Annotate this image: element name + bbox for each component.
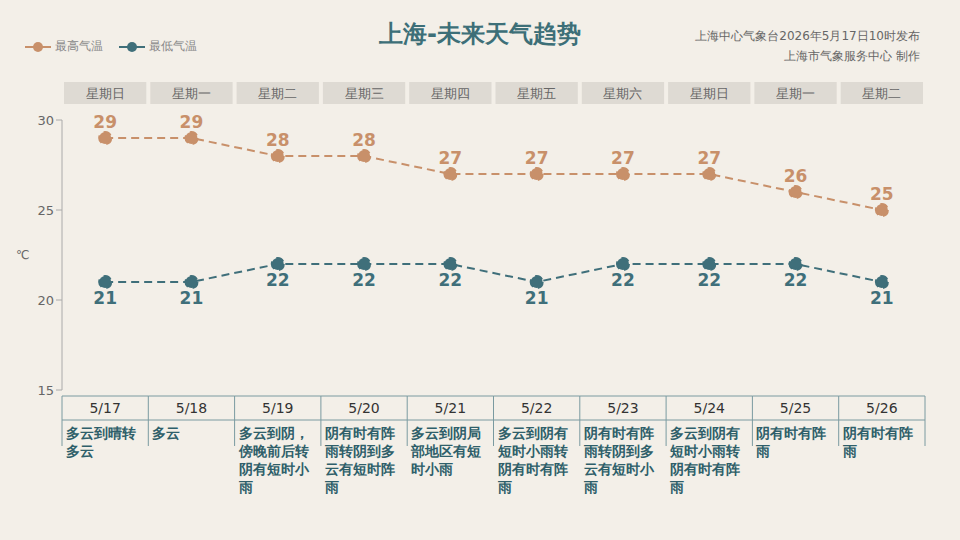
svg-text:星期五: 星期五: [517, 86, 556, 101]
svg-text:5/20: 5/20: [348, 400, 379, 416]
html-text:最高气温: 最高气温: [55, 39, 103, 53]
svg-text:雨: 雨: [755, 443, 770, 459]
svg-text:27: 27: [439, 148, 463, 168]
svg-text:雨: 雨: [669, 479, 684, 495]
svg-text:短时小雨转: 短时小雨转: [497, 443, 568, 459]
svg-text:雨: 雨: [238, 479, 253, 495]
svg-text:27: 27: [525, 148, 549, 168]
svg-text:多云到阴有: 多云到阴有: [670, 425, 740, 441]
svg-text:27: 27: [611, 148, 635, 168]
svg-text:25: 25: [37, 203, 54, 218]
svg-text:26: 26: [784, 166, 808, 186]
svg-text:22: 22: [697, 270, 721, 290]
svg-text:时小雨: 时小雨: [411, 461, 453, 477]
svg-text:22: 22: [266, 270, 290, 290]
svg-text:星期一: 星期一: [776, 86, 815, 101]
svg-text:15: 15: [37, 383, 54, 398]
svg-text:℃: ℃: [16, 248, 29, 262]
svg-text:22: 22: [439, 270, 463, 290]
svg-text:星期四: 星期四: [431, 86, 470, 101]
svg-text:5/17: 5/17: [89, 400, 120, 416]
html-text:上海中心气象台2026年5月17日10时发布: 上海中心气象台2026年5月17日10时发布: [695, 29, 920, 43]
svg-text:傍晚前后转: 傍晚前后转: [238, 443, 309, 459]
svg-text:21: 21: [93, 288, 117, 308]
svg-text:25: 25: [870, 184, 894, 204]
svg-text:阴有时有阵: 阴有时有阵: [843, 425, 913, 441]
svg-text:阴有时有阵: 阴有时有阵: [325, 425, 395, 441]
svg-text:5/24: 5/24: [694, 400, 726, 416]
svg-text:多云到阴，: 多云到阴，: [239, 425, 309, 441]
svg-text:多云到阴局: 多云到阴局: [411, 425, 481, 441]
svg-text:雨: 雨: [324, 479, 339, 495]
svg-text:阴有时有阵: 阴有时有阵: [584, 425, 654, 441]
svg-text:22: 22: [611, 270, 635, 290]
html-text:最低气温: 最低气温: [149, 39, 197, 53]
svg-text:多云到阴有: 多云到阴有: [498, 425, 568, 441]
svg-text:5/25: 5/25: [780, 400, 811, 416]
svg-text:星期日: 星期日: [690, 86, 729, 101]
svg-text:21: 21: [180, 288, 204, 308]
svg-text:30: 30: [37, 113, 54, 128]
svg-text:5/22: 5/22: [521, 400, 552, 416]
svg-text:阴有时有阵: 阴有时有阵: [498, 461, 568, 477]
svg-text:雨转阴到多: 雨转阴到多: [324, 443, 395, 459]
svg-text:28: 28: [352, 130, 376, 150]
svg-text:多云: 多云: [66, 443, 94, 459]
svg-text:部地区有短: 部地区有短: [410, 443, 481, 459]
svg-text:星期二: 星期二: [258, 86, 297, 101]
svg-text:云有短时阵: 云有短时阵: [325, 461, 395, 477]
svg-text:27: 27: [697, 148, 721, 168]
svg-text:21: 21: [870, 288, 894, 308]
html-text:上海-未来天气趋势: 上海-未来天气趋势: [379, 20, 581, 48]
svg-text:星期三: 星期三: [345, 86, 384, 101]
svg-text:星期二: 星期二: [862, 86, 901, 101]
svg-text:20: 20: [37, 293, 54, 308]
svg-text:阴有时有阵: 阴有时有阵: [670, 461, 740, 477]
svg-text:阴有时有阵: 阴有时有阵: [756, 425, 826, 441]
svg-text:阴有短时小: 阴有短时小: [239, 461, 310, 477]
svg-text:雨转阴到多: 雨转阴到多: [583, 443, 654, 459]
html-text:上海市气象服务中心 制作: 上海市气象服务中心 制作: [784, 49, 920, 63]
svg-text:5/21: 5/21: [435, 400, 466, 416]
svg-text:星期日: 星期日: [86, 86, 125, 101]
svg-text:21: 21: [525, 288, 549, 308]
svg-text:雨: 雨: [583, 479, 598, 495]
svg-text:5/18: 5/18: [176, 400, 207, 416]
svg-text:29: 29: [180, 112, 204, 132]
svg-text:29: 29: [93, 112, 117, 132]
svg-text:雨: 雨: [497, 479, 512, 495]
svg-text:云有短时小: 云有短时小: [584, 461, 655, 477]
svg-text:多云: 多云: [152, 425, 180, 441]
svg-text:星期一: 星期一: [172, 86, 211, 101]
svg-text:短时小雨转: 短时小雨转: [669, 443, 740, 459]
svg-text:5/19: 5/19: [262, 400, 293, 416]
svg-text:5/26: 5/26: [866, 400, 898, 416]
svg-text:22: 22: [784, 270, 808, 290]
svg-text:5/23: 5/23: [607, 400, 638, 416]
svg-text:多云到晴转: 多云到晴转: [66, 425, 136, 441]
svg-text:28: 28: [266, 130, 290, 150]
svg-text:22: 22: [352, 270, 376, 290]
svg-text:雨: 雨: [842, 443, 857, 459]
svg-text:星期六: 星期六: [603, 86, 642, 101]
